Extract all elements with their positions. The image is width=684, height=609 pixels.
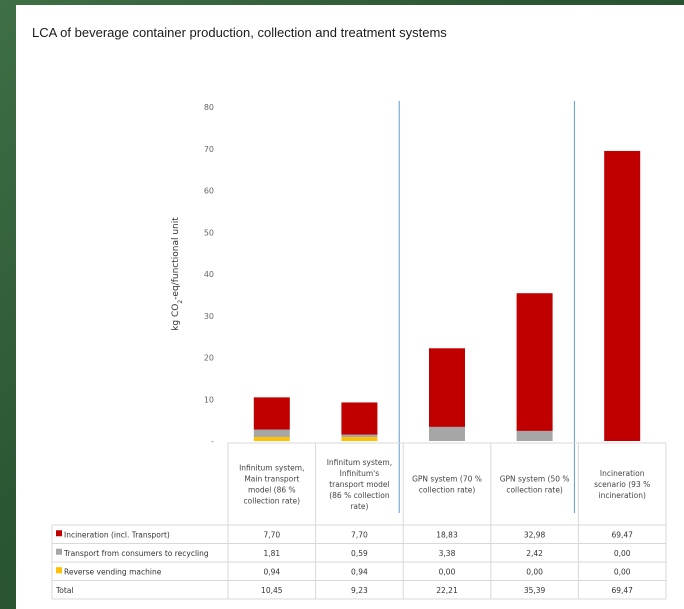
bar-segment-incineration (253, 397, 290, 430)
bar-segment-incineration (341, 402, 378, 435)
data-label: 2,42 (526, 549, 543, 558)
data-label: 69,47 (611, 586, 633, 595)
data-label: 0,94 (351, 567, 368, 576)
bar-segment-incineration (604, 150, 641, 441)
y-tick-label: 30 (204, 312, 214, 321)
legend-label: Reverse vending machine (64, 567, 162, 576)
category-label: Infinitum system, Main transport model (86… (239, 464, 304, 506)
bar-segment-transport (341, 434, 378, 438)
data-label: 10,45 (261, 586, 283, 595)
bar-segment-transport (253, 429, 290, 438)
data-label: 1,81 (263, 549, 280, 558)
data-label: 18,83 (436, 530, 458, 539)
slide: LCA of beverage container production, co… (16, 5, 684, 609)
category-label: GPN system (50 % collection rate) (500, 475, 570, 495)
legend-label: Total (55, 586, 74, 595)
y-tick-label: 50 (204, 228, 214, 237)
legend-key-rvm (56, 567, 62, 574)
data-label: 35,39 (524, 586, 546, 595)
y-tick-label: 40 (204, 270, 214, 279)
legend-key-transport (56, 548, 62, 555)
y-tick-label: 10 (204, 395, 214, 404)
legend-label: Transport from consumers to recycling (63, 549, 209, 558)
data-label: 0,00 (526, 567, 543, 576)
category-label: GPN system (70 % collection rate) (412, 475, 482, 495)
data-label: 3,38 (439, 549, 456, 558)
data-label: 9,23 (351, 586, 368, 595)
y-tick-label: 60 (204, 187, 214, 196)
chart-svg: - 10 20 30 40 50 60 70 80 kg CO2-eq/functional un… (51, 101, 667, 600)
bar-segment-transport (429, 426, 465, 441)
data-label: 32,98 (524, 530, 546, 539)
bar-segment-incineration (516, 293, 553, 431)
data-label: 0,00 (614, 549, 631, 558)
data-label: 0,94 (263, 567, 280, 576)
y-tick-label: 80 (204, 103, 214, 112)
y-tick-label: 20 (204, 354, 214, 363)
chart-title: LCA of beverage container production, co… (32, 25, 447, 40)
y-tick-label: - (211, 437, 214, 446)
data-label: 7,70 (263, 530, 280, 539)
data-label: 0,00 (614, 567, 631, 576)
legend-key-incineration (56, 530, 62, 537)
data-label: 0,59 (351, 549, 368, 558)
category-label: Incineration scenario (93 % incineration) (594, 469, 650, 500)
data-label: 7,70 (351, 530, 368, 539)
bar-segment-rvm (341, 437, 378, 441)
y-axis-label: kg CO2-eq/functional unit (171, 217, 184, 331)
data-label: 0,00 (439, 567, 456, 576)
bar-segment-transport (516, 430, 553, 441)
category-label: Infinitum system, Infinitum's transport mo… (327, 458, 392, 511)
legend-label: Incineration (incl. Transport) (64, 530, 170, 539)
bar-segment-rvm (253, 437, 290, 441)
y-tick-label: 70 (204, 145, 214, 154)
data-label: 22,21 (436, 586, 458, 595)
bar-segment-incineration (429, 348, 465, 427)
data-label: 69,47 (611, 530, 633, 539)
